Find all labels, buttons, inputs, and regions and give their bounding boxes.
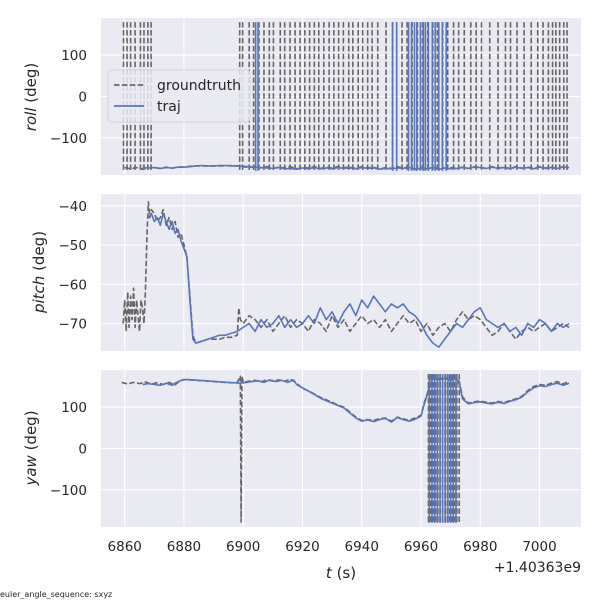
- pitch-ytick-label-3: −70: [59, 317, 88, 333]
- pitch-traj-line: [147, 212, 570, 348]
- roll-axis-label: roll (deg): [22, 63, 40, 131]
- x-tick-label-6900: 6900: [226, 539, 260, 555]
- pitch-ytick-label-2: −60: [59, 277, 88, 293]
- pitch-ytick-label-1: −50: [59, 238, 88, 254]
- pitch-groundtruth-line: [122, 201, 570, 344]
- yaw-axis-label-var: yaw: [22, 454, 40, 486]
- yaw-axis-label: yaw (deg): [22, 410, 40, 486]
- roll-axis-label-unit: (deg): [22, 63, 40, 108]
- pitch-series: [122, 201, 570, 348]
- roll-ytick-label-1: 0: [78, 90, 87, 106]
- pitch-ytick-labels: −40 −50 −60 −70: [59, 199, 88, 333]
- yaw-traj-line: [142, 377, 570, 423]
- roll-ytick-labels: 100 0 −100: [50, 48, 87, 147]
- x-tick-label-6960: 6960: [404, 539, 438, 555]
- x-axis-label-unit: (s): [332, 564, 356, 582]
- roll-axis-label-var: roll: [22, 107, 40, 132]
- yaw-axis-label-unit: (deg): [22, 410, 40, 455]
- pitch-panel-background: [101, 194, 581, 351]
- x-tick-labels: 6860 6880 6900 6920 6940 6960 6980 7000: [108, 539, 557, 555]
- legend-traj-label: traj: [157, 99, 181, 115]
- yaw-ytick-label-2: −100: [50, 483, 87, 499]
- x-tick-label-6860: 6860: [108, 539, 142, 555]
- legend-box: [107, 69, 251, 123]
- pitch-ytick-label-0: −40: [59, 199, 88, 215]
- yaw-ytick-label-1: 0: [78, 442, 87, 458]
- yaw-ytick-label-0: 100: [61, 400, 87, 416]
- x-axis-label: t (s): [326, 564, 356, 582]
- yaw-ytick-labels: 100 0 −100: [50, 400, 87, 499]
- x-tick-label-6880: 6880: [167, 539, 201, 555]
- pitch-axis-label-unit: (deg): [30, 231, 48, 276]
- pitch-axis-label: pitch (deg): [30, 231, 48, 314]
- legend-groundtruth-label: groundtruth: [157, 78, 241, 94]
- euler-sequence-footnote: euler_angle_sequence: sxyz: [0, 590, 112, 599]
- x-tick-label-6980: 6980: [463, 539, 497, 555]
- roll-series: [122, 22, 570, 171]
- x-axis-label-var: t: [326, 564, 333, 582]
- yaw-series: [121, 374, 570, 523]
- roll-ytick-label-2: −100: [50, 131, 87, 147]
- pitch-axis-label-var: pitch: [30, 276, 48, 314]
- x-axis-offset-text: +1.40363e9: [494, 560, 581, 576]
- x-tick-label-7000: 7000: [522, 539, 556, 555]
- roll-ytick-label-0: 100: [61, 48, 87, 64]
- x-tick-label-6920: 6920: [285, 539, 319, 555]
- x-tick-label-6940: 6940: [345, 539, 379, 555]
- legend: groundtruth traj: [107, 69, 251, 123]
- roll-traj-line: [142, 164, 570, 170]
